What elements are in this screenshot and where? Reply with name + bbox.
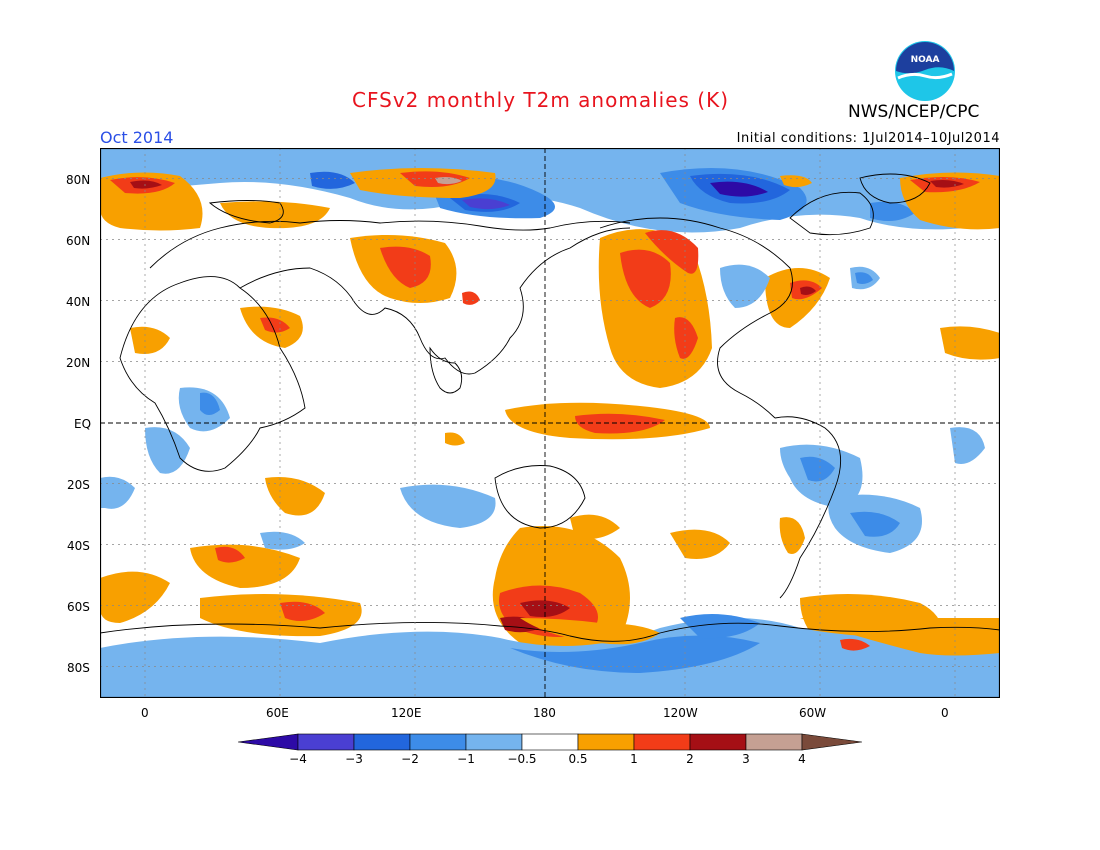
colorbar-label: 2 <box>686 752 694 766</box>
colorbar-swatch <box>689 733 747 751</box>
colorbar-swatch <box>238 733 299 751</box>
colorbar-label: −2 <box>401 752 419 766</box>
colorbar-label: −1 <box>457 752 475 766</box>
anomaly-region <box>674 317 698 359</box>
colorbar-swatch <box>801 733 862 751</box>
colorbar-swatch <box>577 733 635 751</box>
anomaly-region <box>100 476 135 509</box>
organization-label: NWS/NCEP/CPC <box>848 102 980 122</box>
anomaly-region <box>840 638 870 651</box>
chart-title: CFSv2 monthly T2m anomalies (K) <box>352 88 729 112</box>
graticule <box>100 148 1000 698</box>
anomaly-region <box>680 614 760 639</box>
anomaly-region <box>620 249 671 308</box>
colorbar-swatch <box>521 733 579 751</box>
anomaly-region <box>220 201 330 229</box>
anomaly-region <box>280 601 325 622</box>
anomaly-region <box>200 594 362 637</box>
anomaly-region <box>930 180 964 188</box>
anomaly-region <box>800 286 816 295</box>
lat-label: 40S <box>67 539 90 553</box>
lon-label: 0 <box>941 706 949 720</box>
lon-label: 180 <box>533 706 556 720</box>
lat-label: 80N <box>66 173 91 187</box>
anomaly-region <box>950 427 985 464</box>
lon-label: 120W <box>663 706 698 720</box>
anomaly-region <box>380 246 431 288</box>
anomaly-region <box>462 198 510 210</box>
colorbar-label: −4 <box>289 752 307 766</box>
anomaly-region <box>870 201 915 222</box>
colorbar-label: 0.5 <box>568 752 588 766</box>
anomaly-region <box>130 326 170 354</box>
anomaly-region <box>462 291 480 305</box>
colorbar-swatch <box>409 733 467 751</box>
anomaly-region <box>800 456 835 482</box>
colorbar-swatch <box>745 733 803 751</box>
colorbar-swatch <box>297 733 355 751</box>
colorbar-label: −3 <box>345 752 363 766</box>
lat-label: 60S <box>67 600 90 614</box>
anomaly-region <box>260 317 290 333</box>
anomaly-region <box>260 531 305 550</box>
anomaly-region <box>145 427 190 474</box>
colorbar <box>238 733 862 751</box>
initial-conditions: Initial conditions: 1Jul2014–10Jul2014 <box>736 131 1000 146</box>
reference-lines <box>100 148 1000 698</box>
anomaly-region <box>215 546 245 563</box>
colorbar-swatch <box>465 733 523 751</box>
lat-label: 60N <box>66 234 91 248</box>
anomaly-map <box>100 148 1000 698</box>
anomaly-region <box>720 264 770 308</box>
anomaly-region <box>575 413 665 434</box>
anomaly-region <box>400 484 496 528</box>
noaa-logo-icon: NOAA <box>895 41 955 101</box>
colorbar-swatch <box>633 733 691 751</box>
lon-label: 60W <box>799 706 827 720</box>
lat-label: EQ <box>74 417 92 431</box>
anomaly-region <box>855 272 873 284</box>
logo-text: NOAA <box>911 55 940 65</box>
anomaly-region <box>570 514 620 540</box>
lat-label: 20S <box>67 478 90 492</box>
map-border <box>100 148 1000 698</box>
anomaly-region <box>265 477 325 516</box>
anomaly-region <box>200 392 220 415</box>
colorbar-label: 3 <box>742 752 750 766</box>
anomaly-region <box>445 432 465 446</box>
anomaly-region <box>100 571 170 623</box>
lat-label: 40N <box>66 295 91 309</box>
colorbar-swatch <box>353 733 411 751</box>
anomaly-region <box>130 180 162 189</box>
colorbar-label: 4 <box>798 752 806 766</box>
anomaly-region <box>510 635 760 673</box>
lon-label: 120E <box>391 706 422 720</box>
lat-label: 80S <box>67 661 90 675</box>
lon-label: 60E <box>266 706 289 720</box>
anomaly-region <box>850 511 900 537</box>
anomaly-region <box>520 618 660 645</box>
lat-label: 20N <box>66 356 91 370</box>
anomaly-region <box>310 171 355 189</box>
forecast-period: Oct 2014 <box>100 128 174 147</box>
coastlines <box>100 173 1000 642</box>
anomaly-region <box>710 181 768 197</box>
lon-label: 0 <box>141 706 149 720</box>
colorbar-label: 1 <box>630 752 638 766</box>
colorbar-label: −0.5 <box>507 752 537 766</box>
anomaly-shading <box>100 148 1000 698</box>
